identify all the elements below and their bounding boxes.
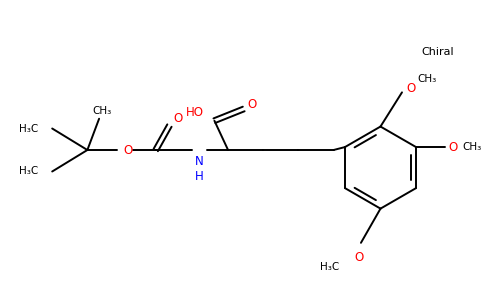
Text: O: O (173, 112, 182, 125)
Text: O: O (248, 98, 257, 111)
Text: H₃C: H₃C (19, 167, 39, 176)
Text: O: O (448, 141, 457, 154)
Text: H₃C: H₃C (19, 124, 39, 134)
Text: CH₃: CH₃ (92, 106, 112, 116)
Text: O: O (354, 250, 363, 264)
Text: CH₃: CH₃ (462, 142, 481, 152)
Text: N: N (195, 155, 204, 168)
Text: H₃C: H₃C (320, 262, 339, 272)
Text: Chiral: Chiral (422, 47, 454, 57)
Text: O: O (123, 143, 133, 157)
Text: O: O (406, 82, 415, 95)
Text: HO: HO (186, 106, 204, 119)
Text: H: H (195, 169, 204, 182)
Text: CH₃: CH₃ (418, 74, 437, 84)
